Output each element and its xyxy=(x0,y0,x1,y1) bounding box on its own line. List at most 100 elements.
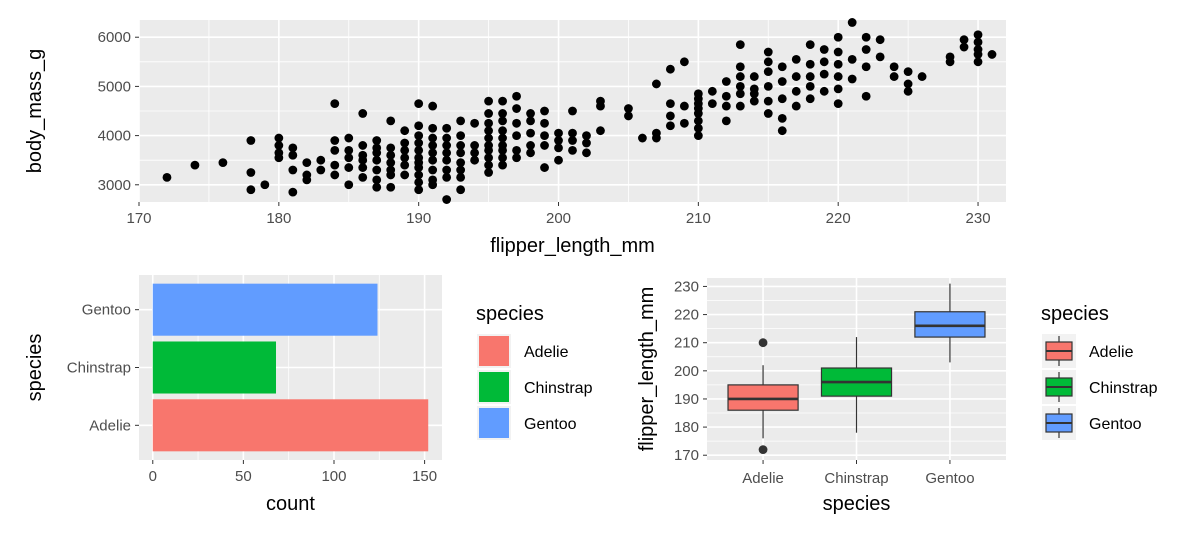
scatter-point xyxy=(428,101,438,111)
scatter-point xyxy=(805,82,815,91)
scatter-point xyxy=(554,155,563,165)
scatter-point xyxy=(442,195,452,204)
boxplot-y-tick-label: 180 xyxy=(674,419,699,436)
boxplot-y-ticks: 170 180 190 200 210 220 230 xyxy=(674,278,707,464)
scatter-point xyxy=(456,148,466,158)
bar-chinstrap xyxy=(152,341,277,394)
scatter-point xyxy=(330,160,340,170)
bar-x-tick-label: 50 xyxy=(235,468,252,485)
scatter-point xyxy=(582,131,591,140)
scatter-point xyxy=(735,72,745,81)
scatter-point xyxy=(456,116,466,126)
scatter-point xyxy=(344,145,354,155)
boxplot-x-axis-title: species xyxy=(823,493,891,515)
scatter-point xyxy=(470,118,480,128)
scatter-point xyxy=(763,47,773,57)
scatter-point xyxy=(484,118,493,128)
boxplot-y-tick-label: 170 xyxy=(674,447,699,464)
scatter-point xyxy=(260,180,270,190)
scatter-point xyxy=(777,113,787,123)
scatter-point xyxy=(442,165,452,175)
bar-y-tick-label: Chinstrap xyxy=(67,360,131,377)
scatter-point xyxy=(428,155,438,165)
bar-y-axis-title: species xyxy=(24,334,46,402)
boxplot-y-tick-label: 230 xyxy=(674,278,699,295)
scatter-point xyxy=(358,141,368,150)
scatter-point xyxy=(554,128,563,138)
boxplot-outlier-adelie xyxy=(758,338,768,348)
scatter-point xyxy=(735,101,745,111)
scatter-point xyxy=(540,118,549,128)
scatter-point xyxy=(470,141,480,150)
scatter-point xyxy=(721,77,731,86)
scatter-point xyxy=(777,77,787,86)
scatter-point xyxy=(763,96,773,106)
scatter-point xyxy=(596,126,605,136)
scatter-point xyxy=(344,163,354,172)
scatter-x-tick-label: 230 xyxy=(966,210,991,227)
boxplot-legend-title: species xyxy=(1041,303,1109,325)
scatter-point xyxy=(763,109,773,118)
scatter-point xyxy=(330,145,340,155)
scatter-point xyxy=(652,79,661,89)
scatter-point xyxy=(386,182,396,192)
scatter-point xyxy=(400,145,410,155)
boxplot-legend-label: Chinstrap xyxy=(1089,380,1158,397)
bar-series xyxy=(152,283,429,452)
scatter-point xyxy=(400,170,410,180)
scatter-point xyxy=(484,145,493,155)
scatter-point xyxy=(512,131,521,140)
scatter-point xyxy=(288,187,298,197)
scatter-point xyxy=(847,18,857,27)
scatter-point xyxy=(959,42,969,52)
scatter-point xyxy=(484,109,493,118)
scatter-point xyxy=(596,101,605,111)
scatter-point xyxy=(274,133,284,143)
scatter-point xyxy=(316,155,326,165)
scatter-point xyxy=(274,141,284,150)
scatter-point xyxy=(554,136,563,145)
scatter-point xyxy=(498,126,507,136)
boxplot-outlier-adelie xyxy=(758,445,768,454)
scatter-points xyxy=(162,18,997,204)
scatter-point xyxy=(484,168,493,177)
scatter-point xyxy=(428,165,438,175)
scatter-y-tick-label: 3000 xyxy=(98,177,131,194)
scatter-point xyxy=(526,141,535,150)
scatter-point xyxy=(484,153,493,163)
scatter-point xyxy=(414,177,424,187)
scatter-point xyxy=(526,128,535,138)
scatter-point xyxy=(973,50,983,59)
scatter-point xyxy=(512,91,521,101)
scatter-point xyxy=(540,163,549,172)
scatter-y-tick-label: 4000 xyxy=(98,128,131,145)
boxplot-series xyxy=(727,283,986,454)
bar-legend-label: Chinstrap xyxy=(524,380,593,397)
scatter-point xyxy=(512,153,521,163)
scatter-point xyxy=(875,35,885,45)
scatter-point xyxy=(721,116,731,126)
scatter-point xyxy=(498,145,507,155)
bar-legend-swatch-gentoo xyxy=(479,408,509,438)
scatter-point xyxy=(400,160,410,170)
scatter-x-tick-label: 190 xyxy=(406,210,431,227)
scatter-point xyxy=(973,30,983,40)
boxplot-x-tick-label: Adelie xyxy=(742,470,784,487)
scatter-point xyxy=(442,133,452,143)
bar-legend-swatch-chinstrap xyxy=(479,372,509,402)
scatter-point xyxy=(456,173,466,182)
scatter-point xyxy=(372,155,382,165)
bar-y-ticks: Adelie Chinstrap Gentoo xyxy=(67,302,139,434)
scatter-point xyxy=(428,133,438,143)
scatter-point xyxy=(582,138,591,148)
scatter-point xyxy=(274,153,284,163)
scatter-point xyxy=(400,138,410,148)
scatter-x-ticks: 170 180 190 200 210 220 230 xyxy=(126,202,991,227)
scatter-point xyxy=(805,94,815,104)
bar-x-tick-label: 100 xyxy=(321,468,346,485)
scatter-point xyxy=(679,118,689,128)
scatter-point xyxy=(847,74,857,84)
scatter-point xyxy=(302,175,312,185)
scatter-point xyxy=(498,153,507,163)
